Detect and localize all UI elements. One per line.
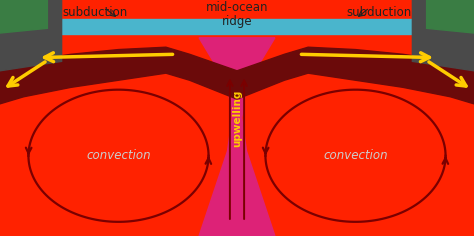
Text: subduction: subduction [346,6,412,19]
Polygon shape [0,0,62,71]
Text: convection: convection [86,149,151,162]
Bar [47,19,427,34]
Polygon shape [0,0,47,33]
Text: subduction: subduction [62,6,128,19]
Polygon shape [427,0,474,33]
Polygon shape [0,47,474,104]
Polygon shape [199,38,275,236]
Polygon shape [412,0,474,71]
Text: convection: convection [323,149,388,162]
Text: upwelling: upwelling [232,89,242,147]
Text: mid-ocean
ridge: mid-ocean ridge [206,1,268,28]
